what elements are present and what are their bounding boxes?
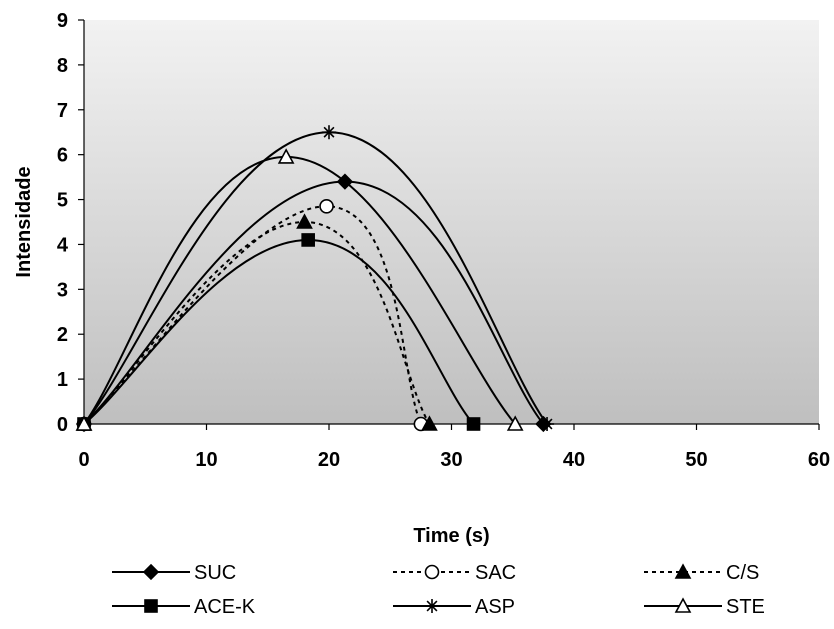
x-tick-label: 10 xyxy=(195,449,217,471)
data-point-c-s xyxy=(421,415,438,431)
x-tick-label: 0 xyxy=(78,449,89,471)
y-tick-label: 0 xyxy=(57,414,68,436)
y-tick-label: 9 xyxy=(57,10,68,32)
legend-item-sac: SAC xyxy=(393,562,516,584)
data-point-suc xyxy=(336,173,354,190)
legend-label: STE xyxy=(726,596,765,618)
y-axis-title: Intensidade xyxy=(13,166,35,277)
legend-item-asp: ASP xyxy=(393,596,515,618)
legend-label: SUC xyxy=(194,562,236,584)
data-point-asp xyxy=(322,125,336,140)
y-tick-label: 6 xyxy=(57,145,68,167)
marker-layer xyxy=(75,125,555,433)
legend-swatch-marker xyxy=(144,599,158,613)
data-point-ste xyxy=(506,415,524,431)
legend-label: ACE-K xyxy=(194,596,256,618)
y-tick-label: 1 xyxy=(57,369,68,391)
y-tick-label: 2 xyxy=(57,324,68,346)
x-tick-label: 50 xyxy=(685,449,707,471)
y-tick-label: 4 xyxy=(57,234,69,256)
legend-swatch-marker xyxy=(674,597,692,613)
legend: SUC SAC C/S ACE-K ASP STE xyxy=(112,562,765,618)
x-axis-title: Time (s) xyxy=(413,525,489,547)
legend-item-c-s: C/S xyxy=(644,562,759,584)
data-point-asp xyxy=(540,417,555,431)
data-point-ste xyxy=(75,415,93,431)
y-tick-label: 3 xyxy=(57,279,68,301)
y-tick-label: 5 xyxy=(57,190,68,212)
legend-item-ace-k: ACE-K xyxy=(112,596,256,618)
legend-swatch-marker xyxy=(142,563,160,581)
x-tick-label: 40 xyxy=(563,449,585,471)
legend-label: ASP xyxy=(475,596,515,618)
y-tick-label: 8 xyxy=(57,55,68,77)
data-point-c-s xyxy=(296,213,313,229)
axes: 0 1 2 3 4 5 6 7 8 9 0 10 20 30 40 50 60 Time (s) Intensida… xyxy=(13,10,830,547)
legend-label: C/S xyxy=(726,562,759,584)
legend-swatch-marker xyxy=(425,599,439,613)
x-tick-label: 60 xyxy=(808,449,830,471)
legend-item-suc: SUC xyxy=(112,562,236,584)
legend-label: SAC xyxy=(475,562,516,584)
data-point-ste xyxy=(277,148,295,164)
legend-swatch-marker xyxy=(424,564,440,580)
plot-area xyxy=(84,20,819,424)
y-tick-label: 7 xyxy=(57,100,68,122)
legend-swatch-marker xyxy=(674,563,692,579)
legend-item-ste: STE xyxy=(644,596,765,618)
x-tick-label: 30 xyxy=(440,449,462,471)
data-point-ace-k xyxy=(301,233,315,247)
data-point-sac xyxy=(319,198,334,214)
x-tick-label: 20 xyxy=(318,449,340,471)
data-point-ace-k xyxy=(466,417,481,431)
